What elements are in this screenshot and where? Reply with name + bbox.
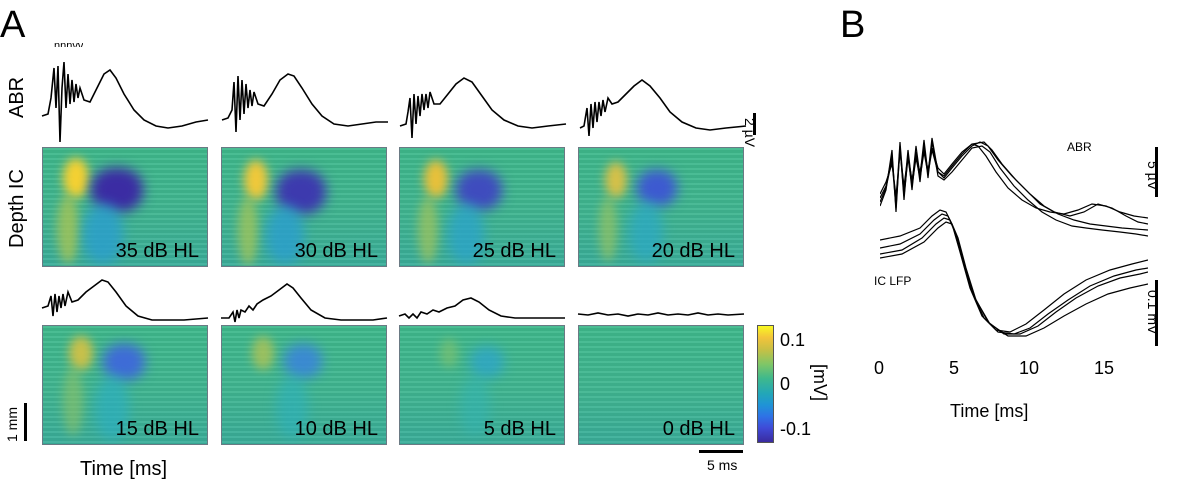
colorbar-min-label: -0.1 bbox=[780, 419, 812, 439]
heatmap-5db: 5 dB HL bbox=[399, 325, 565, 445]
x-tick-0: 0 bbox=[874, 358, 885, 378]
lfp-trace-2 bbox=[880, 213, 1148, 335]
time-scale-label: 5 ms bbox=[707, 457, 738, 473]
panel-b-lfp-scale-label: 0.1 mV bbox=[1145, 290, 1161, 335]
depth-row-label: Depth IC bbox=[6, 169, 28, 248]
abr-trace-0db bbox=[577, 312, 745, 317]
abr-overlay-trace-4 bbox=[880, 141, 1148, 231]
heatmap-20db: 20 dB HL bbox=[578, 147, 744, 267]
heatmap-30db: 30 dB HL bbox=[221, 147, 387, 267]
abr-trace-5db bbox=[398, 297, 565, 320]
heatmap-10db: 10 dB HL bbox=[221, 325, 387, 445]
colorbar-mid-label: 0 bbox=[780, 374, 791, 394]
panel-b-abr-scale-label: 5 µV bbox=[1145, 161, 1161, 191]
panel-b-lfp-label: IC LFP bbox=[874, 274, 912, 288]
abr-trace-10db bbox=[221, 283, 388, 323]
heatmap-35db: 35 dB HL bbox=[42, 147, 208, 267]
panel-b-lfp-scale-bar bbox=[1155, 280, 1158, 346]
heatmap-25db: 25 dB HL bbox=[399, 147, 565, 267]
panel-a-letter: A bbox=[0, 4, 26, 46]
x-tick-5: 5 bbox=[949, 358, 960, 378]
heatmap-15db: 15 dB HL bbox=[42, 325, 208, 445]
heatmap-label-15db: 15 dB HL bbox=[115, 418, 199, 440]
panel-b-abr-scale-bar bbox=[1155, 147, 1158, 197]
lfp-trace-1 bbox=[880, 209, 1148, 333]
heatmap-0db: 0 dB HL bbox=[578, 325, 744, 445]
clipped-scale-text: nnnvv bbox=[54, 40, 84, 47]
lfp-trace-4 bbox=[880, 221, 1148, 337]
heatmap-label-35db: 35 dB HL bbox=[115, 240, 199, 262]
heatmap-label-5db: 5 dB HL bbox=[483, 418, 556, 440]
heatmap-label-30db: 30 dB HL bbox=[294, 240, 378, 262]
heatmap-label-10db: 10 dB HL bbox=[294, 418, 378, 440]
lfp-trace-3 bbox=[880, 217, 1148, 335]
abr-overlay-trace-2 bbox=[880, 141, 1148, 237]
time-scale-bar bbox=[699, 450, 743, 453]
abr-scale-label: 2 µV bbox=[742, 118, 758, 148]
abr-row-label: ABR bbox=[6, 76, 28, 118]
abr-trace-15db bbox=[41, 279, 209, 321]
x-tick-10: 10 bbox=[1019, 358, 1040, 378]
x-tick-15: 15 bbox=[1094, 358, 1115, 378]
colorbar-max-label: 0.1 bbox=[780, 330, 806, 350]
abr-trace-25db bbox=[399, 77, 567, 139]
abr-trace-30db bbox=[221, 73, 388, 133]
heatmap-label-0db: 0 dB HL bbox=[662, 418, 735, 440]
abr-overlay-trace-3 bbox=[880, 143, 1148, 219]
depth-scale-label: 1 mm bbox=[4, 407, 20, 442]
panel-b-xlabel: Time [ms] bbox=[950, 401, 1029, 421]
panel-b-letter: B bbox=[840, 4, 866, 46]
panel-b-abr-traces bbox=[880, 137, 1148, 237]
panel-b-abr-label: ABR bbox=[1067, 140, 1092, 154]
abr-trace-20db bbox=[579, 79, 747, 137]
panel-a-xlabel: Time [ms] bbox=[80, 458, 168, 480]
panel-b-lfp-traces bbox=[880, 209, 1148, 337]
heatmap-label-25db: 25 dB HL bbox=[472, 240, 556, 262]
depth-scale-bar bbox=[24, 403, 27, 441]
abr-trace-35db bbox=[41, 61, 209, 143]
colorbar-unit-label: [mV] bbox=[810, 364, 830, 402]
colorbar bbox=[757, 325, 774, 443]
abr-scale-bar bbox=[753, 113, 756, 135]
heatmap-label-20db: 20 dB HL bbox=[651, 240, 735, 262]
